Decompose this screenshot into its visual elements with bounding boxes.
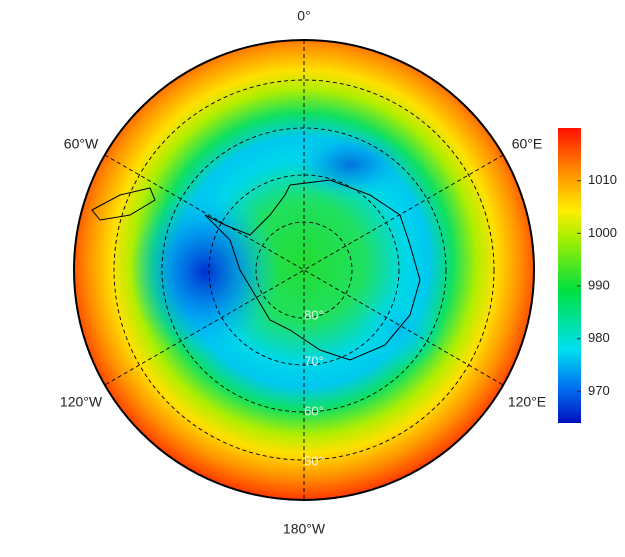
colorbar-tick-label: 990 — [588, 277, 610, 292]
longitude-label: 60°E — [512, 136, 543, 152]
latitude-label: 60° — [304, 403, 324, 418]
graticule — [104, 40, 504, 500]
latitude-label: 50° — [304, 453, 324, 468]
latitude-label: 70° — [304, 353, 324, 368]
colorbar-tick-label: 980 — [588, 330, 610, 345]
colorbar-tick-label: 1010 — [588, 172, 617, 187]
longitude-label: 180°W — [283, 521, 326, 537]
longitude-label: 60°W — [64, 136, 99, 152]
colorbar-tick-label: 1000 — [588, 225, 617, 240]
pressure-field — [74, 40, 534, 500]
longitude-label: 120°E — [508, 394, 546, 410]
colorbar-tick-label: 970 — [588, 383, 610, 398]
colorbar — [558, 128, 581, 423]
field-disc — [74, 40, 534, 500]
cyan-area — [355, 290, 445, 370]
longitude-label: 120°W — [60, 394, 103, 410]
longitude-label: 0° — [297, 8, 310, 24]
latitude-label: 80° — [304, 307, 324, 322]
coastline — [91, 187, 156, 221]
coastline — [204, 179, 421, 361]
low-centre — [290, 130, 410, 200]
map-border — [73, 39, 535, 501]
